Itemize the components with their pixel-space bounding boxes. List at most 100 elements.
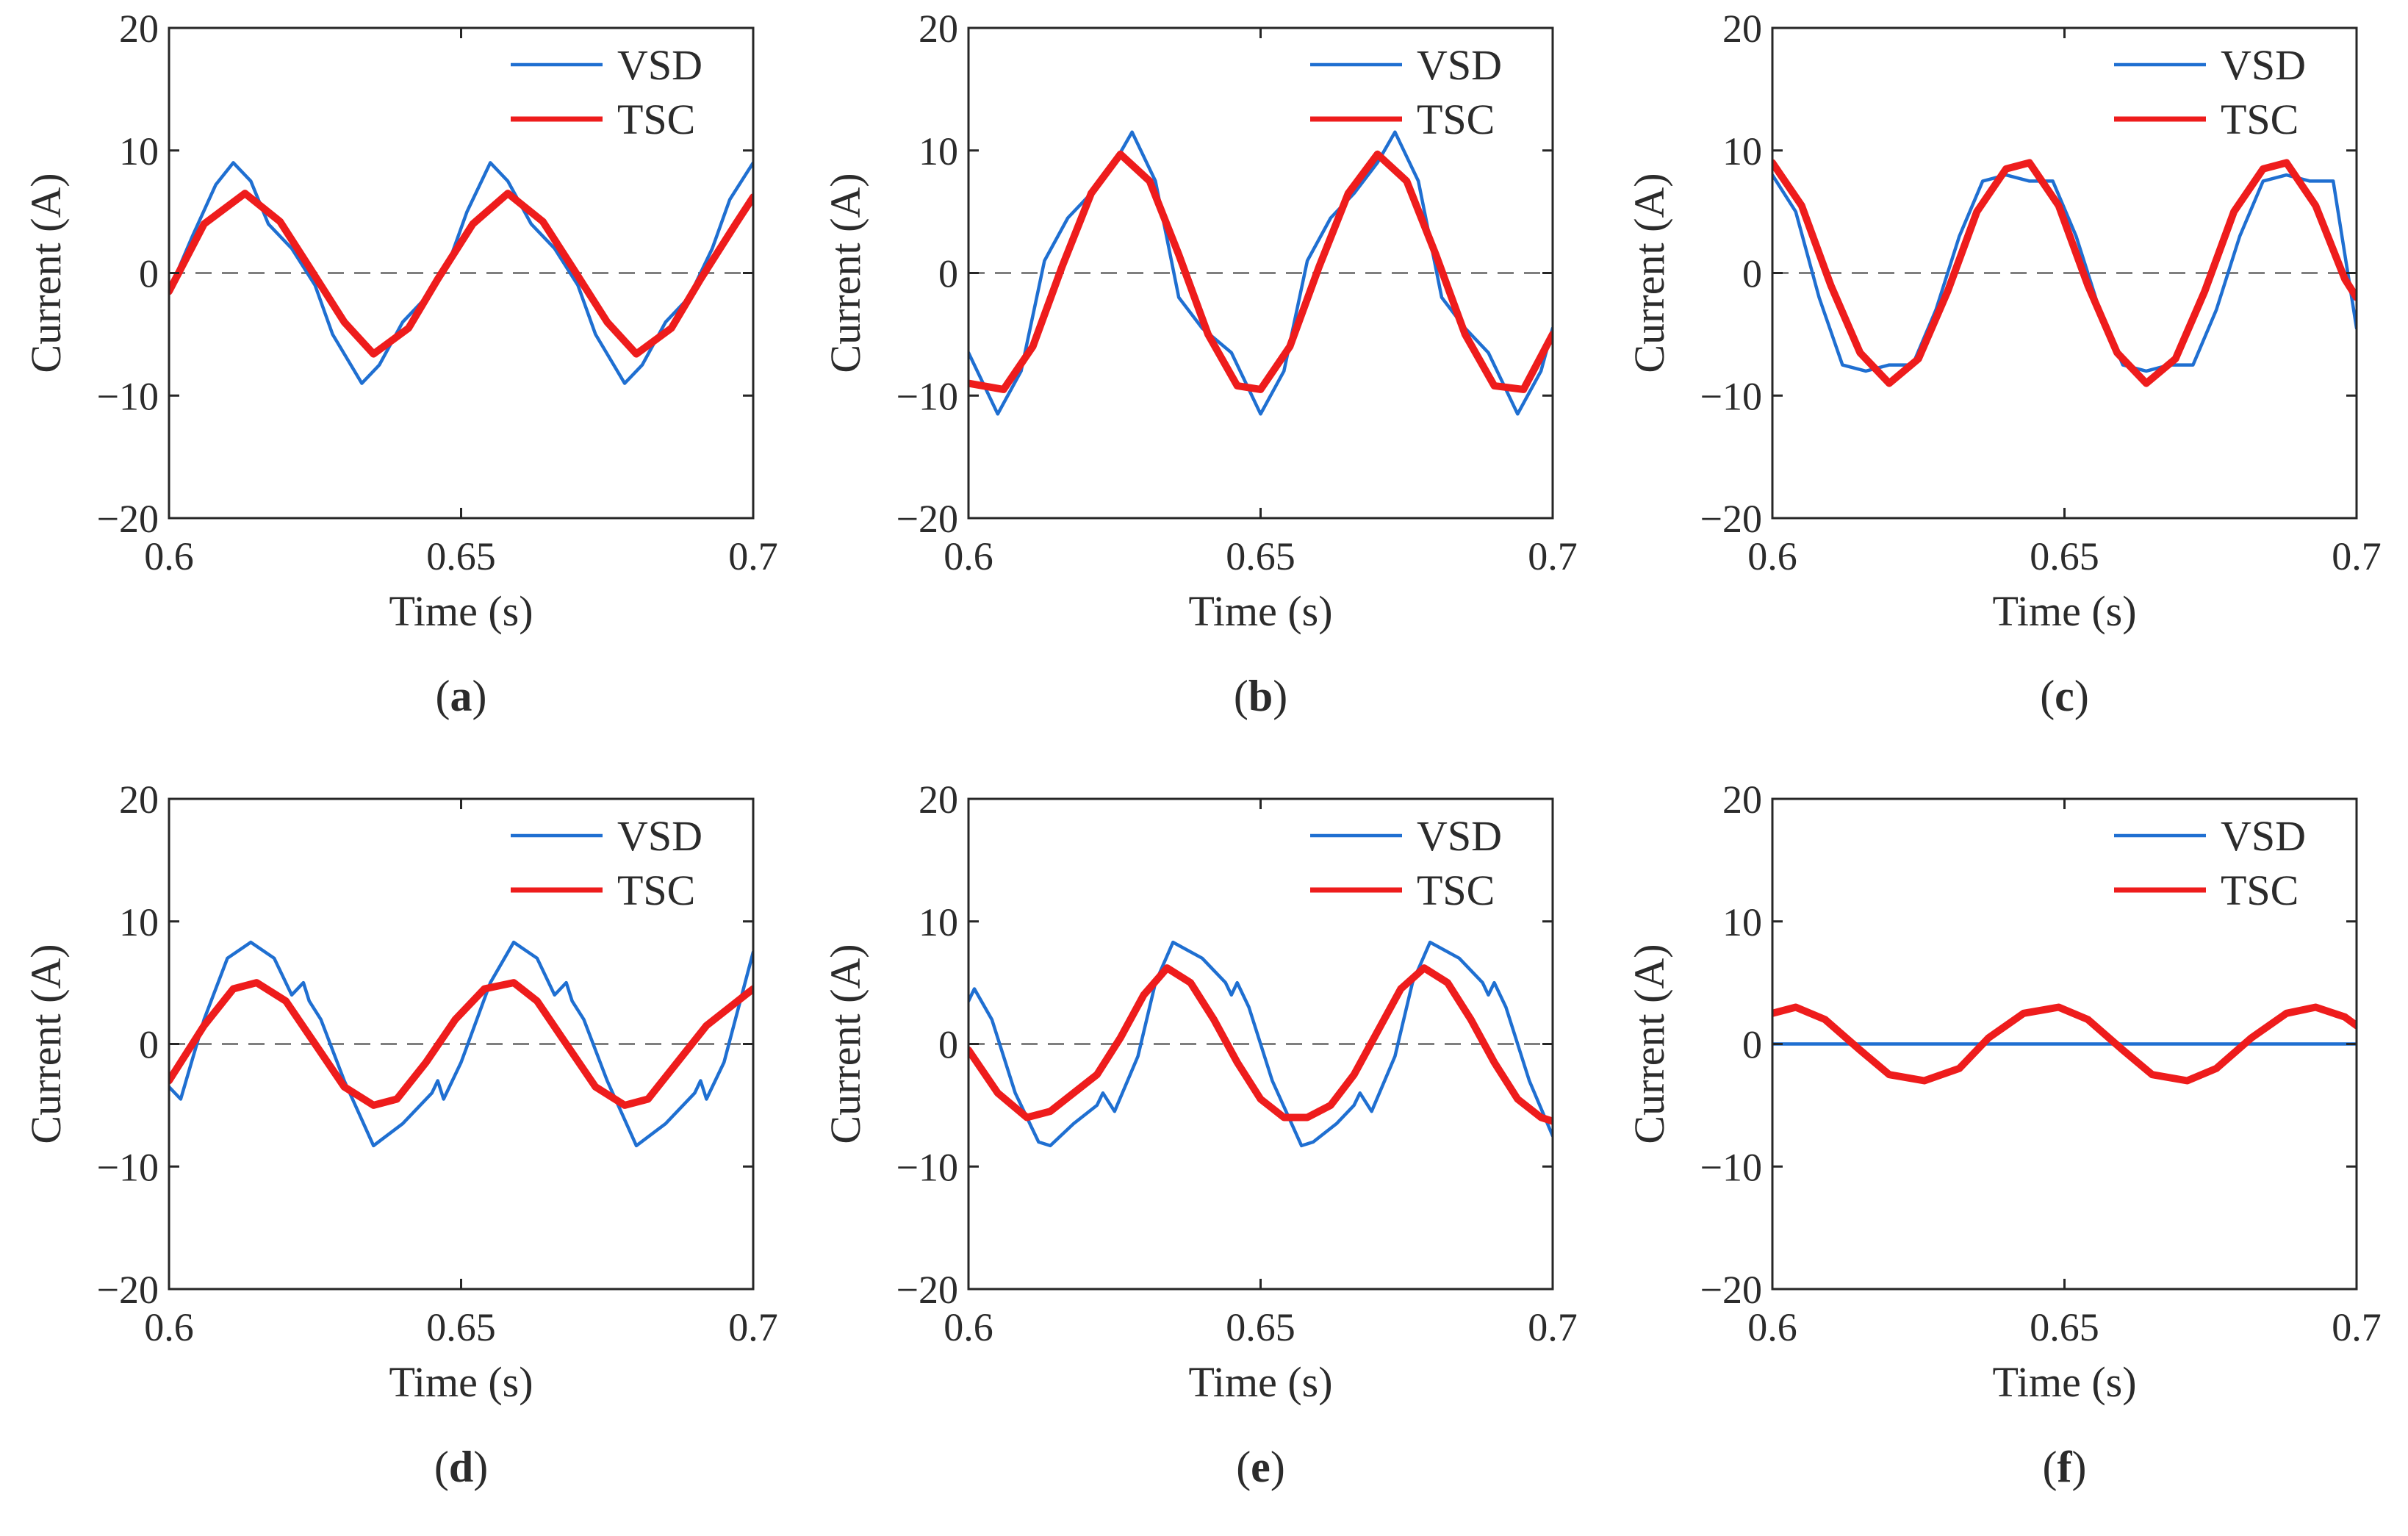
series-line-tsc [169,979,753,1109]
legend-label-tsc: TSC [1417,866,1495,914]
chart-panel-b: −20 −10 0 10 20 0.6 0.65 0.7 Time (s) Current (A)… [822,7,1578,720]
panel-label: (c) [2040,672,2089,720]
chart-panel-e: −20 −10 0 10 20 0.6 0.65 0.7 Time (s) Current (A)… [822,778,1578,1491]
y-tick-label: 10 [919,900,958,944]
y-tick-label: 10 [1722,129,1762,173]
y-tick-label: −10 [1700,1145,1762,1189]
y-tick-label: 20 [119,778,159,822]
legend: VSD TSC [511,41,702,143]
legend-label-vsd: VSD [2221,41,2306,89]
series-line-tsc [1772,1003,2357,1085]
series-group [968,130,1553,416]
y-axis-label: Current (A) [22,173,70,373]
series-line-vsd [1772,173,2357,373]
series-group [968,940,1553,1148]
chart-panel-a: −20 −10 0 10 20 0.6 0.65 0.7 Time (s) Current (A)… [22,7,778,720]
panel-label: (a) [436,672,487,720]
y-tick-label: 0 [938,1023,958,1067]
x-axis-label: Time (s) [389,1358,533,1406]
chart-panel-d: −20 −10 0 10 20 0.6 0.65 0.7 Time (s) Current (A)… [22,778,778,1491]
y-tick-label: −10 [896,1145,958,1189]
y-tick-label: 0 [1742,1023,1762,1067]
x-axis-label: Time (s) [389,587,533,635]
x-tick-label: 0.7 [728,1305,778,1349]
x-axis-label: Time (s) [1188,1358,1332,1406]
y-tick-label: 20 [1722,778,1762,822]
y-axis-label: Current (A) [1625,944,1673,1144]
chart-panel-c: −20 −10 0 10 20 0.6 0.65 0.7 Time (s) Current (A)… [1625,7,2382,720]
panel-label: (d) [434,1443,488,1491]
x-tick-label: 0.6 [944,1305,993,1349]
x-tick-label: 0.7 [1528,1305,1578,1349]
legend-label-vsd: VSD [1417,812,1502,860]
y-tick-label: −10 [1700,374,1762,418]
y-tick-label: 20 [119,7,159,51]
x-tick-label: 0.65 [2030,1305,2099,1349]
y-tick-label: 20 [919,7,958,51]
y-axis-label: Current (A) [1625,173,1673,373]
y-tick-label: −20 [896,1268,958,1312]
legend-label-vsd: VSD [2221,812,2306,860]
series-line-vsd [968,940,1553,1148]
x-tick-label: 0.65 [426,534,496,578]
y-tick-label: 0 [139,252,159,296]
series-group [169,940,753,1148]
series-line-tsc [1772,159,2357,387]
series-line-vsd [169,940,753,1148]
legend-label-vsd: VSD [617,812,702,860]
x-tick-label: 0.6 [144,534,194,578]
legend-label-tsc: TSC [617,96,695,143]
y-tick-label: 20 [1722,7,1762,51]
y-tick-label: 10 [1722,900,1762,944]
y-tick-label: 0 [139,1023,159,1067]
series-group [1772,1003,2357,1085]
series-group [169,161,753,385]
legend-label-tsc: TSC [2221,866,2299,914]
x-tick-label: 0.65 [426,1305,496,1349]
x-tick-label: 0.7 [2332,1305,2382,1349]
y-tick-label: 10 [919,129,958,173]
x-axis-label: Time (s) [1992,587,2136,635]
legend-label-tsc: TSC [617,866,695,914]
y-tick-label: −20 [97,497,159,541]
y-tick-label: 10 [119,129,159,173]
series-line-tsc [968,150,1553,393]
panel-label: (e) [1236,1443,1285,1491]
series-group [1772,159,2357,387]
legend: VSD TSC [1310,41,1502,143]
x-tick-label: 0.7 [2332,534,2382,578]
chart-panel-f: −20 −10 0 10 20 0.6 0.65 0.7 Time (s) Current (A)… [1625,778,2382,1491]
y-tick-label: −20 [97,1268,159,1312]
legend-label-vsd: VSD [1417,41,1502,89]
x-tick-label: 0.6 [1747,1305,1797,1349]
legend-label-tsc: TSC [2221,96,2299,143]
x-axis-label: Time (s) [1188,587,1332,635]
y-tick-label: 0 [1742,252,1762,296]
x-tick-label: 0.6 [144,1305,194,1349]
legend-label-tsc: TSC [1417,96,1495,143]
legend: VSD TSC [2114,41,2306,143]
y-tick-label: −20 [1700,1268,1762,1312]
x-tick-label: 0.6 [1747,534,1797,578]
y-axis-label: Current (A) [822,173,869,373]
y-tick-label: −20 [1700,497,1762,541]
x-tick-label: 0.65 [2030,534,2099,578]
y-tick-label: 10 [119,900,159,944]
x-axis-label: Time (s) [1992,1358,2136,1406]
y-axis-label: Current (A) [22,944,70,1144]
y-tick-label: 0 [938,252,958,296]
y-tick-label: −10 [896,374,958,418]
series-line-tsc [169,190,753,358]
y-tick-label: −10 [97,1145,159,1189]
x-tick-label: 0.65 [1226,1305,1295,1349]
legend-label-vsd: VSD [617,41,702,89]
legend: VSD TSC [511,812,702,914]
y-tick-label: −10 [97,374,159,418]
legend: VSD TSC [1310,812,1502,914]
series-line-tsc [968,964,1553,1125]
x-tick-label: 0.7 [728,534,778,578]
x-tick-label: 0.7 [1528,534,1578,578]
legend: VSD TSC [2114,812,2306,914]
x-tick-label: 0.65 [1226,534,1295,578]
